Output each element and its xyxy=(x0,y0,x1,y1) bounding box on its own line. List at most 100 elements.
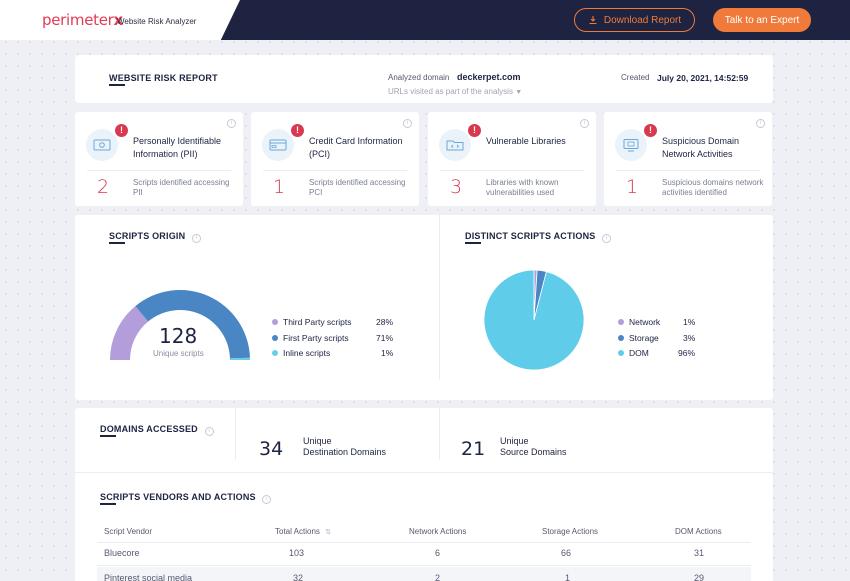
vendors-title: SCRIPTS VENDORS AND ACTIONS i xyxy=(100,492,272,504)
domains-accessed-title: DOMAINS ACCESSED i xyxy=(100,424,214,436)
info-icon[interactable]: i xyxy=(227,119,236,128)
code-folder-icon xyxy=(439,129,471,161)
scripts-actions-title: DISTINCT SCRIPTS ACTIONS i xyxy=(465,231,612,243)
kpi-title: Suspicious Domain Network Activities xyxy=(662,136,740,159)
legend-first-party: First Party scripts xyxy=(272,333,349,343)
destination-label-line2: Destination Domains xyxy=(303,447,387,457)
kpi-card-pii: ! i Personally Identifiable Information … xyxy=(75,112,243,206)
perimeterx-logo[interactable]: perimeterx xyxy=(42,11,123,29)
legend-label: Storage xyxy=(629,333,659,343)
legend-value: 3% xyxy=(683,333,696,343)
top-header: perimeterx Website Risk Analyzer Downloa… xyxy=(0,0,850,40)
legend-network: Network xyxy=(618,317,660,327)
alert-icon: ! xyxy=(644,124,657,137)
legend-dot xyxy=(618,319,624,325)
divider xyxy=(97,565,751,566)
cell-vendor: Pinterest social media xyxy=(104,573,193,581)
cell-total: 103 xyxy=(289,548,305,558)
created-value: July 20, 2021, 14:52:59 xyxy=(657,73,749,83)
col-network-actions[interactable]: Network Actions xyxy=(409,527,467,536)
download-report-button[interactable]: Download Report xyxy=(574,8,695,32)
cell-storage: 1 xyxy=(565,573,571,581)
report-info-card: WEBSITE RISK REPORT Analyzed domain deck… xyxy=(75,55,773,103)
title-underline xyxy=(465,242,481,244)
legend-dot xyxy=(618,335,624,341)
legend-value: 71% xyxy=(376,333,394,343)
urls-visited-label: URLs visited as part of the analysis xyxy=(388,87,513,96)
alert-icon: ! xyxy=(468,124,481,137)
legend-storage: Storage xyxy=(618,333,659,343)
cell-dom: 31 xyxy=(694,548,705,558)
scripts-origin-title: SCRIPTS ORIGIN i xyxy=(109,231,202,243)
unique-scripts-count: 128 xyxy=(159,324,198,348)
divider xyxy=(616,170,760,171)
info-icon[interactable]: i xyxy=(602,234,612,243)
source-domains-count: 21 xyxy=(461,438,486,460)
legend-label: Inline scripts xyxy=(283,348,331,358)
scripts-actions-pie xyxy=(483,269,585,371)
legend-value: 1% xyxy=(381,348,394,358)
report-title: WEBSITE RISK REPORT xyxy=(109,73,218,83)
kpi-title: Personally Identifiable Information (PII… xyxy=(133,136,222,159)
legend-dot xyxy=(272,350,278,356)
destination-domains-count: 34 xyxy=(259,438,284,460)
legend-inline: Inline scripts xyxy=(272,348,330,358)
legend-label: Network xyxy=(629,317,661,327)
info-icon[interactable]: i xyxy=(580,119,589,128)
scripts-origin-title-text: SCRIPTS ORIGIN xyxy=(109,231,186,241)
info-icon[interactable]: i xyxy=(403,119,412,128)
domains-card: DOMAINS ACCESSED i 34 Unique Destination… xyxy=(75,408,773,581)
kpi-value: 1 xyxy=(626,176,639,198)
sort-icon[interactable]: ⇅ xyxy=(325,529,332,536)
title-underline xyxy=(100,435,116,437)
alert-icon: ! xyxy=(291,124,304,137)
kpi-value: 2 xyxy=(97,176,110,198)
monitor-icon xyxy=(615,129,647,161)
title-underline xyxy=(109,84,125,86)
gauge-segment-2 xyxy=(229,357,250,360)
legend-dot xyxy=(272,319,278,325)
legend-dot xyxy=(272,335,278,341)
kpi-description: Libraries with known vulnerabilities use… xyxy=(486,178,559,197)
unique-scripts-label: Unique scripts xyxy=(153,349,204,358)
divider xyxy=(235,408,236,460)
divider xyxy=(87,170,231,171)
cell-network: 2 xyxy=(435,573,441,581)
divider xyxy=(75,472,773,473)
kpi-card-vulnerable-libraries: ! i Vulnerable Libraries 3 Libraries wit… xyxy=(428,112,596,206)
col-dom-actions[interactable]: DOM Actions xyxy=(675,527,722,536)
kpi-description: Suspicious domains network activities id… xyxy=(662,178,764,197)
divider xyxy=(439,408,440,460)
legend-label: DOM xyxy=(629,348,649,358)
legend-label: First Party scripts xyxy=(283,333,349,343)
divider xyxy=(440,170,584,171)
source-domains-label: Unique Source Domains xyxy=(500,436,567,458)
legend-value: 28% xyxy=(376,317,394,327)
info-icon[interactable]: i xyxy=(204,427,214,436)
urls-visited-dropdown[interactable]: URLs visited as part of the analysis ▼ xyxy=(388,87,522,96)
divider xyxy=(439,215,440,380)
col-total-actions[interactable]: Total Actions ⇅ xyxy=(275,527,331,536)
col-total-actions-label: Total Actions xyxy=(275,527,320,536)
info-icon[interactable]: i xyxy=(192,234,202,243)
info-icon[interactable]: i xyxy=(262,495,272,504)
logo-area xyxy=(0,0,240,40)
info-icon[interactable]: i xyxy=(756,119,765,128)
logo-subtitle: Website Risk Analyzer xyxy=(117,17,197,26)
cell-storage: 66 xyxy=(561,548,572,558)
kpi-value: 3 xyxy=(450,176,463,198)
legend-label: Third Party scripts xyxy=(283,317,352,327)
pie-slice-2 xyxy=(483,269,585,371)
alert-icon: ! xyxy=(115,124,128,137)
download-icon xyxy=(589,16,597,25)
talk-to-expert-button[interactable]: Talk to an Expert xyxy=(713,8,811,32)
kpi-card-pci: ! i Credit Card Information (PCI) 1 Scri… xyxy=(251,112,419,206)
destination-label-line1: Unique xyxy=(303,436,332,446)
col-storage-actions[interactable]: Storage Actions xyxy=(542,527,599,536)
scripts-actions-title-text: DISTINCT SCRIPTS ACTIONS xyxy=(465,231,596,241)
source-label-line2: Source Domains xyxy=(500,447,567,457)
divider xyxy=(263,170,407,171)
col-script-vendor[interactable]: Script Vendor xyxy=(104,527,153,536)
analyzed-domain-label: Analyzed domain xyxy=(388,73,450,82)
kpi-card-suspicious-domains: ! i Suspicious Domain Network Activities… xyxy=(604,112,772,206)
